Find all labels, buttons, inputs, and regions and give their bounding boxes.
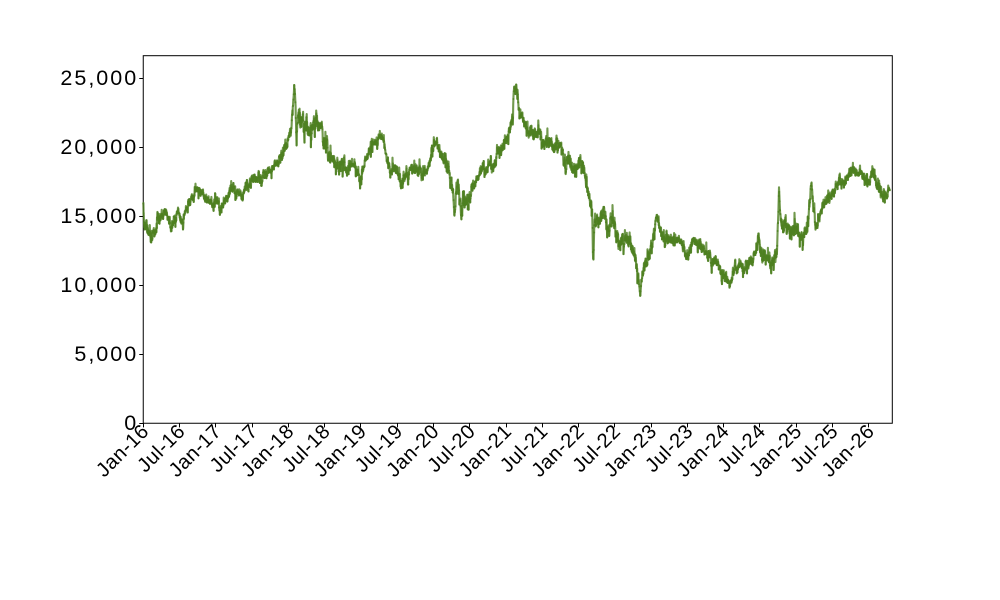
svg-text:25,000: 25,000 bbox=[60, 66, 138, 90]
svg-text:0: 0 bbox=[124, 411, 138, 435]
svg-text:20,000: 20,000 bbox=[60, 135, 138, 159]
svg-text:10,000: 10,000 bbox=[60, 273, 138, 297]
svg-text:5,000: 5,000 bbox=[74, 342, 138, 366]
svg-text:15,000: 15,000 bbox=[60, 204, 138, 228]
